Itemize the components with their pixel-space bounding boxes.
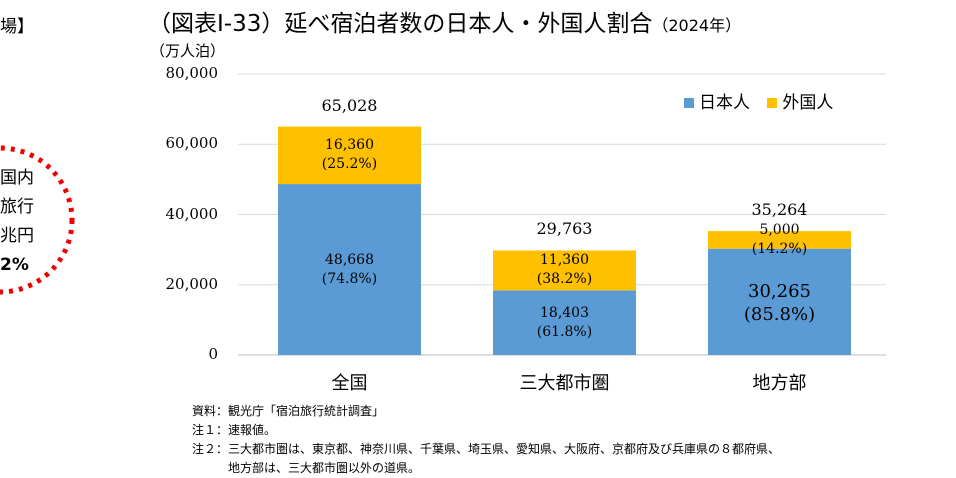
- x-tick-label: 地方部: [752, 373, 807, 394]
- data-label: 16,360 (25.2%): [278, 136, 421, 174]
- callout-line: 2%: [0, 255, 29, 275]
- chart-title-main: （図表Ⅰ-33）延べ宿泊者数の日本人・外国人割合: [148, 11, 653, 37]
- legend-swatch-japanese: [684, 98, 694, 108]
- legend-label: 外国人: [782, 93, 834, 113]
- note-2: 注２：三大都市圏は、東京都、神奈川県、千葉県、埼玉県、愛知県、大阪府、京都府及び…: [192, 442, 781, 456]
- bar-foreign: [708, 231, 851, 249]
- data-label: 18,403 (61.8%): [493, 304, 636, 342]
- bar-japanese: [708, 248, 851, 355]
- callout-line: 兆円: [0, 226, 34, 246]
- share-label: (38.2%): [536, 271, 593, 288]
- y-tick-label: 0: [208, 345, 218, 363]
- source-note: 資料：観光庁「宿泊旅行統計調査」: [192, 404, 385, 418]
- data-label: 5,000 (14.2%): [708, 221, 851, 259]
- section-heading-fragment: 場】: [0, 17, 34, 37]
- note-2-cont: 地方部は、三大都市圏以外の道県。: [192, 461, 421, 475]
- value-label: 16,360: [325, 137, 374, 154]
- value-label: 30,265: [748, 280, 811, 302]
- left-callout-text: 国内 旅行 兆円 2%: [0, 164, 34, 280]
- value-label: 11,360: [540, 252, 589, 269]
- share-label: (74.8%): [321, 270, 378, 287]
- bar-foreign: [493, 250, 636, 291]
- data-label: 30,265 (85.8%): [708, 280, 851, 326]
- share-label: (14.2%): [751, 240, 808, 257]
- total-label: 29,763: [536, 219, 593, 239]
- note-1: 注１：速報値。: [192, 423, 277, 437]
- y-tick-label: 60,000: [165, 134, 219, 153]
- data-label: 11,360 (38.2%): [493, 251, 636, 289]
- share-label: (61.8%): [536, 323, 593, 340]
- value-label: 48,668: [325, 251, 374, 268]
- chart-title: （図表Ⅰ-33）延べ宿泊者数の日本人・外国人割合（2024年）: [148, 4, 948, 38]
- share-label: (85.8%): [743, 303, 816, 325]
- dotted-circle: [0, 145, 75, 295]
- legend-swatch-foreign: [767, 98, 778, 108]
- y-tick-label: 20,000: [165, 274, 219, 293]
- y-axis-unit: （万人泊）: [150, 42, 226, 60]
- legend: 日本人 外国人: [672, 88, 833, 113]
- bar-japanese: [493, 290, 636, 355]
- total-label: 65,028: [321, 95, 378, 115]
- x-tick-label: 全国: [331, 373, 368, 394]
- y-tick-label: 80,000: [165, 64, 219, 82]
- x-tick-label: 三大都市圏: [519, 373, 610, 394]
- total-label: 35,264: [751, 200, 808, 220]
- legend-label: 日本人: [699, 93, 750, 113]
- chart-title-year: （2024年）: [652, 16, 742, 35]
- bar-foreign: [278, 126, 421, 185]
- share-label: (25.2%): [321, 156, 378, 173]
- value-label: 18,403: [540, 304, 589, 321]
- bar-japanese: [278, 184, 421, 355]
- plot-area: [238, 73, 886, 356]
- data-label: 48,668 (74.8%): [278, 251, 421, 289]
- y-tick-label: 40,000: [165, 204, 219, 223]
- callout-line: 旅行: [0, 197, 34, 217]
- callout-line: 国内: [0, 168, 34, 188]
- value-label: 5,000: [759, 221, 800, 238]
